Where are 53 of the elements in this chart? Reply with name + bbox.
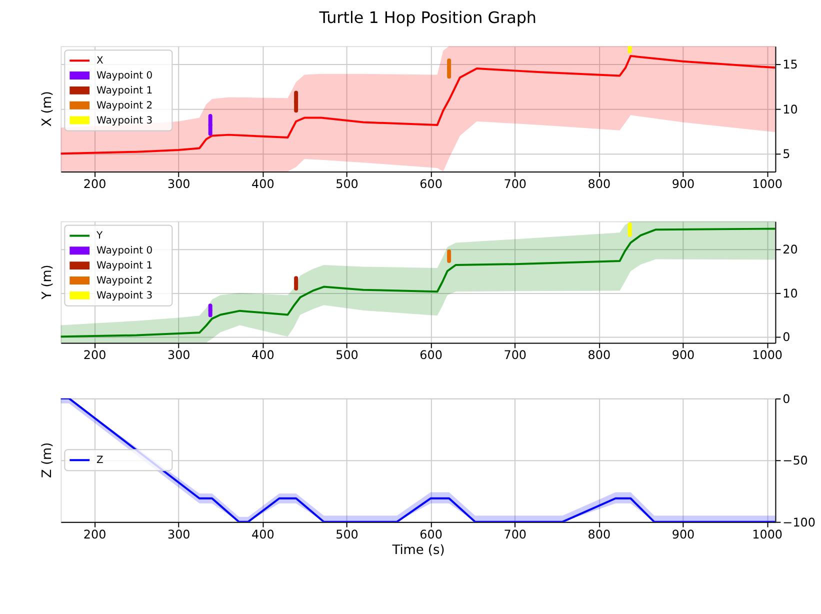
y-tick-label: 10 — [782, 102, 798, 116]
x-tick-label: 700 — [504, 348, 527, 362]
y-tick-label: −50 — [782, 454, 808, 468]
x-tick-label: 500 — [336, 176, 358, 191]
x-tick-label: 400 — [252, 176, 274, 191]
line-series — [60, 55, 776, 155]
legend-label: X — [96, 56, 104, 67]
legend-label: Y — [96, 230, 104, 242]
x-tick-label: 1000 — [752, 176, 783, 191]
legend-label: Waypoint 1 — [96, 85, 153, 96]
y-tick-label: −100 — [782, 515, 816, 530]
legend-label: Z — [96, 455, 104, 466]
x-tick-label: 800 — [588, 348, 611, 362]
legend-label: Waypoint 0 — [96, 70, 153, 82]
y-tick-label: 0 — [782, 392, 790, 406]
legend-label: Waypoint 1 — [96, 260, 153, 272]
x-tick-label: 400 — [252, 348, 274, 362]
legend-label: Waypoint 2 — [96, 100, 153, 112]
x-tick-label: 1000 — [752, 348, 783, 362]
x-tick-label: 400 — [252, 527, 274, 542]
x-tick-label: 900 — [672, 348, 695, 362]
x-tick-label: 500 — [336, 348, 358, 362]
y-tick-label: 5 — [782, 147, 790, 162]
x-tick-label: 300 — [167, 527, 190, 542]
x-tick-label: 200 — [83, 527, 106, 542]
y-axis-title: Y (m) — [40, 264, 55, 300]
x-tick-label: 300 — [167, 348, 190, 362]
x-tick-label: 1000 — [752, 527, 783, 542]
chart-title: Turtle 1 Hop Position Graph — [318, 8, 537, 27]
x-tick-label: 600 — [420, 348, 442, 362]
y-axis-title: X (m) — [40, 91, 55, 127]
x-tick-label: 200 — [83, 176, 106, 191]
y-tick-label: 20 — [782, 242, 798, 257]
y-tick-label: 10 — [782, 286, 798, 300]
x-tick-label: 700 — [504, 176, 527, 191]
y-axis-title: Z (m) — [40, 442, 55, 478]
x-tick-label: 800 — [588, 527, 611, 542]
y-tick-label: 15 — [782, 58, 798, 72]
x-tick-label: 200 — [83, 348, 106, 362]
x-axis-title: Time (s) — [391, 543, 445, 558]
x-tick-label: 900 — [672, 527, 695, 542]
legend-label: Waypoint 2 — [96, 275, 153, 286]
x-tick-label: 500 — [336, 527, 358, 542]
x-tick-label: 600 — [420, 176, 442, 191]
y-tick-label: 0 — [782, 330, 790, 344]
x-tick-label: 900 — [672, 176, 695, 191]
legend-label: Waypoint 3 — [96, 115, 153, 126]
x-tick-label: 600 — [420, 527, 442, 542]
x-tick-label: 700 — [504, 527, 527, 542]
x-tick-label: 300 — [167, 176, 190, 191]
x-tick-label: 800 — [588, 176, 611, 191]
legend-label: Waypoint 3 — [96, 290, 153, 302]
legend-label: Waypoint 0 — [96, 246, 153, 257]
